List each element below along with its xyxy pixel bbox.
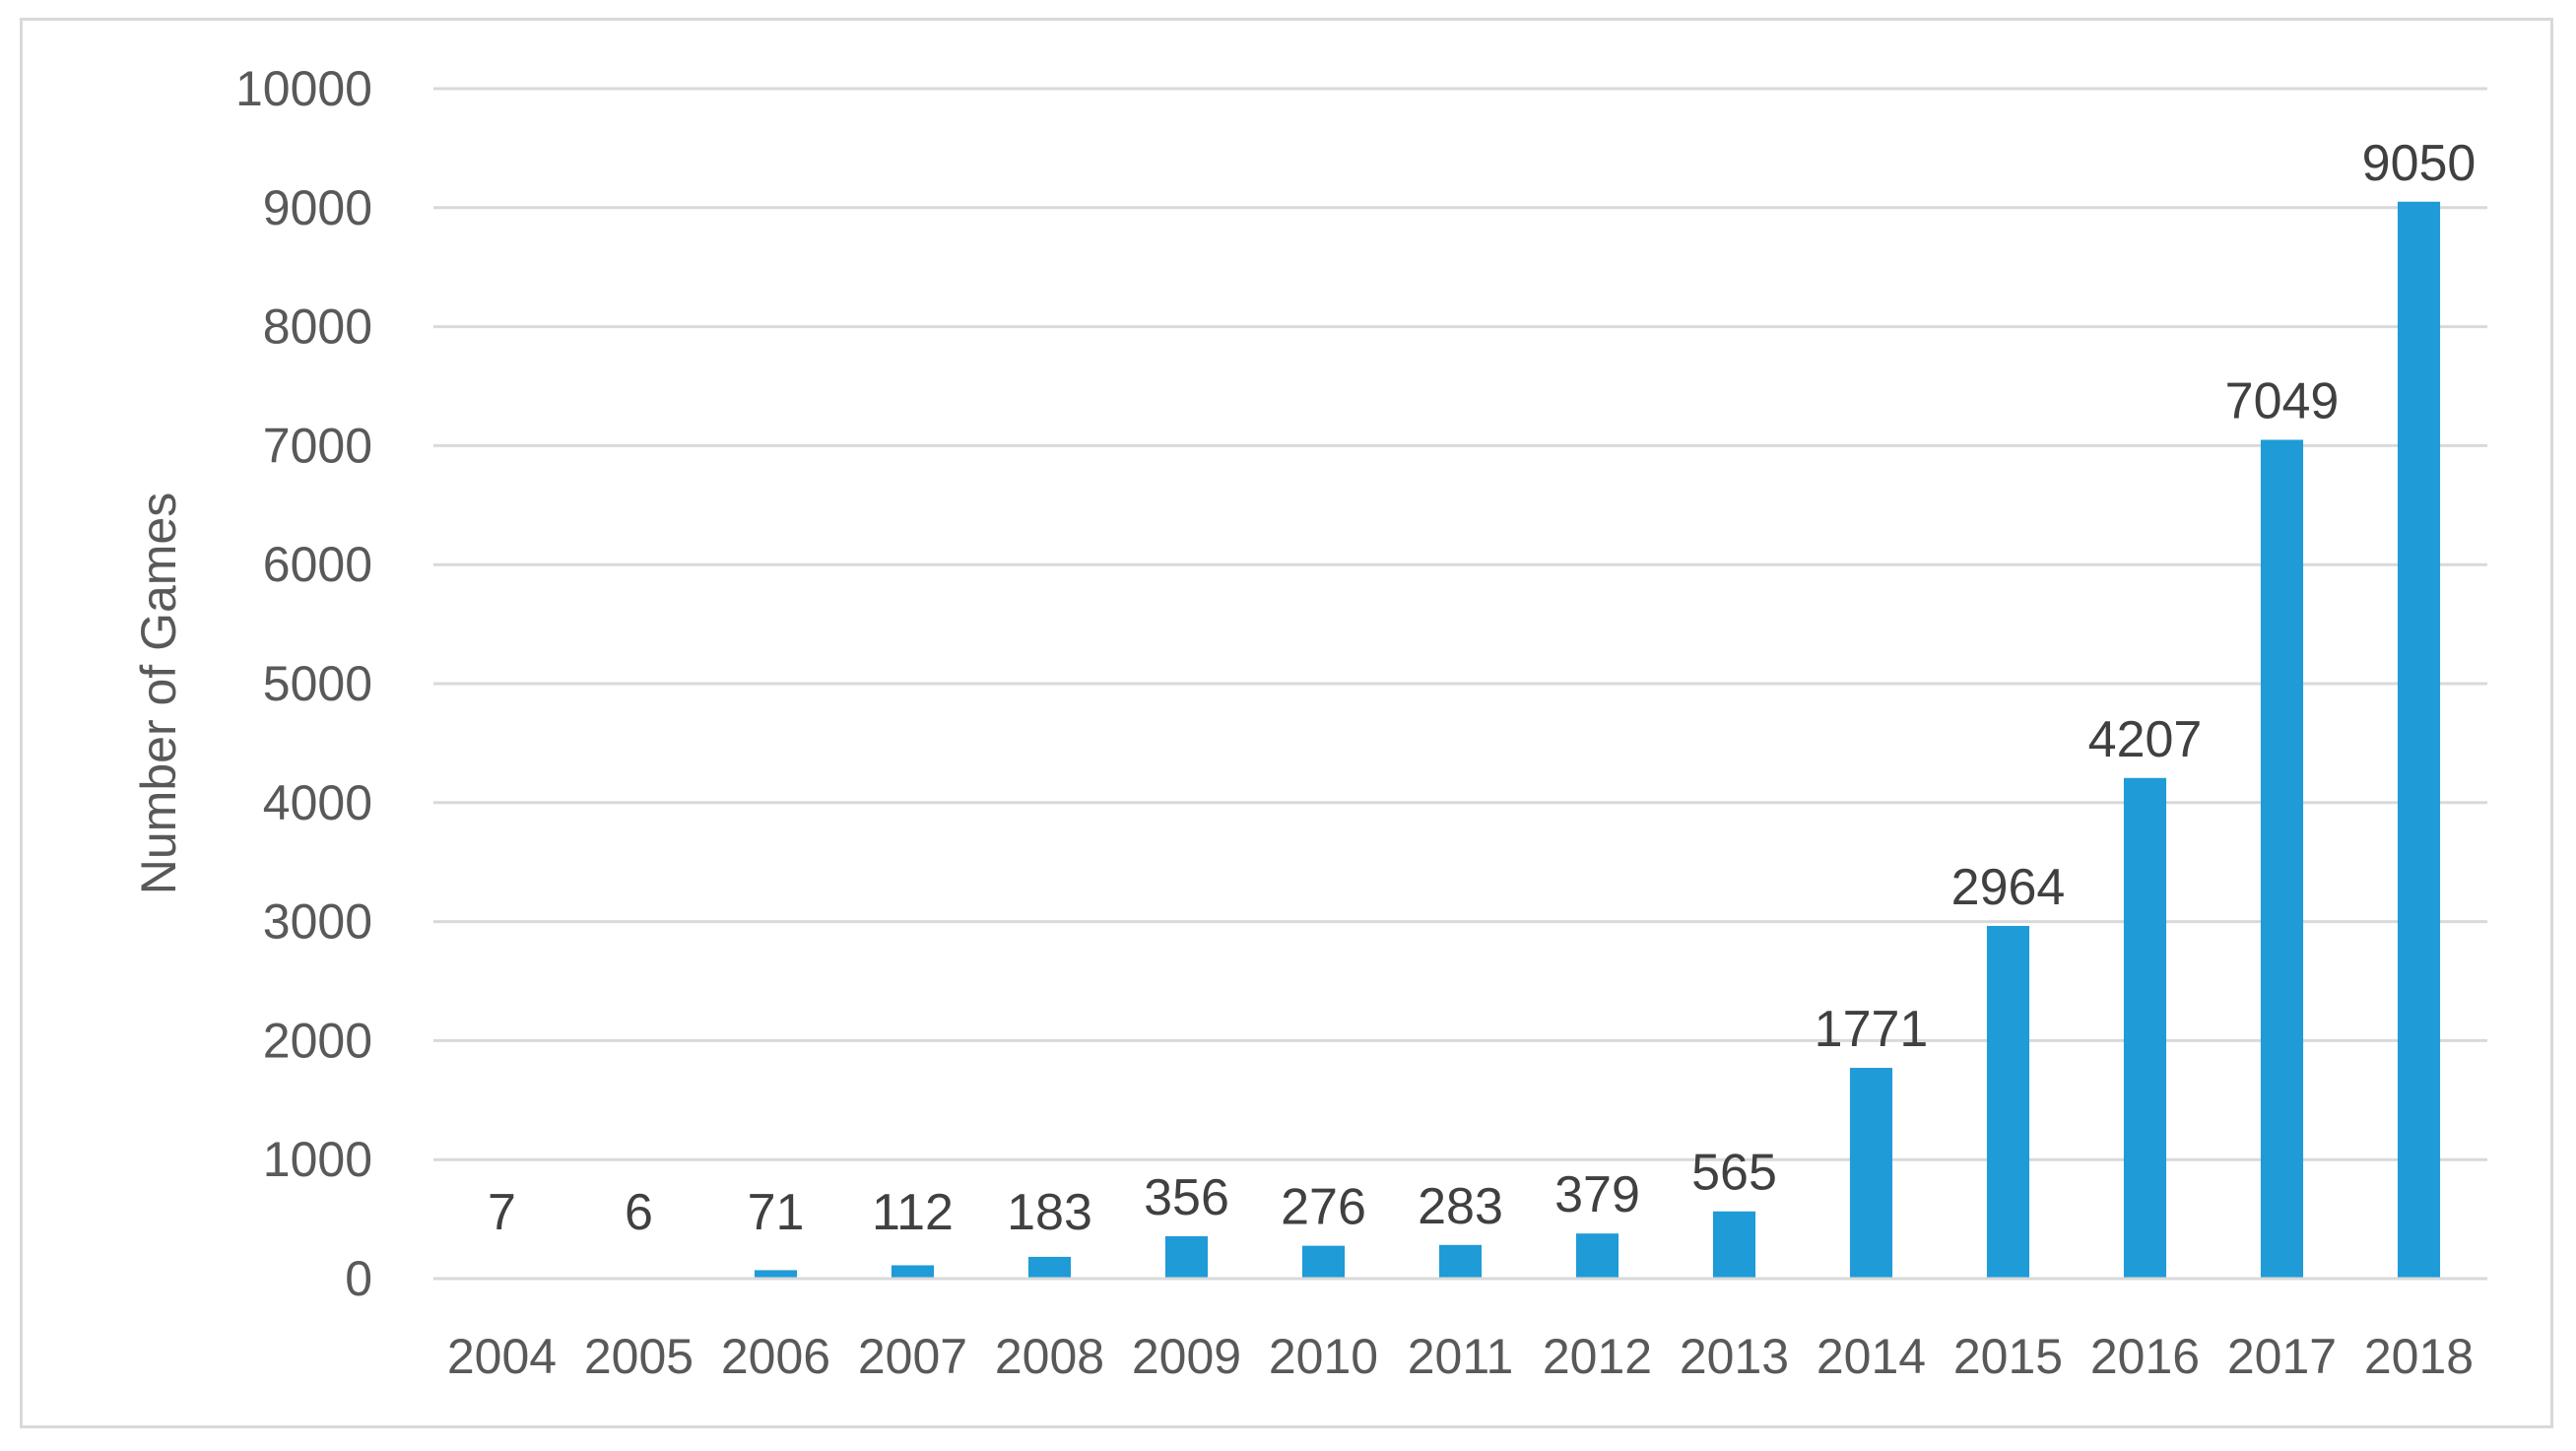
bar-2010	[1301, 1245, 1346, 1279]
data-label-2013: 565	[1691, 1145, 1777, 1202]
y-tick-label: 8000	[263, 299, 372, 355]
x-tick-label-2006: 2006	[721, 1329, 830, 1384]
bar-2018	[2397, 201, 2441, 1279]
bar-2014	[1849, 1068, 1893, 1279]
y-tick-label: 2000	[263, 1013, 372, 1068]
bar-2013	[1712, 1211, 1756, 1279]
data-label-2007: 112	[872, 1184, 954, 1241]
x-tick-label-2010: 2010	[1269, 1329, 1378, 1384]
x-tick-label-2016: 2016	[2090, 1329, 2200, 1384]
data-label-2011: 283	[1418, 1178, 1503, 1235]
x-tick-label-2018: 2018	[2364, 1329, 2474, 1384]
y-tick-label: 1000	[263, 1132, 372, 1187]
y-tick-label: 3000	[263, 894, 372, 950]
x-tick-label-2008: 2008	[995, 1329, 1104, 1384]
bar-2016	[2123, 777, 2167, 1279]
x-tick-label-2009: 2009	[1132, 1329, 1241, 1384]
bar-2011	[1438, 1244, 1483, 1279]
bar-2012	[1575, 1233, 1619, 1279]
data-label-2008: 183	[1007, 1184, 1092, 1241]
data-label-2017: 7049	[2225, 372, 2340, 429]
data-label-2018: 9050	[2362, 135, 2477, 192]
y-tick-label: 0	[345, 1251, 372, 1306]
data-label-2005: 6	[625, 1184, 653, 1241]
data-label-2009: 356	[1144, 1169, 1229, 1226]
bar-2017	[2260, 439, 2304, 1279]
bar-2006	[754, 1270, 798, 1279]
data-labels: 7 6 71 112 183 356 276 283 379 565 1771 2964 4207 704…	[488, 135, 2476, 1241]
y-axis-ticks: 0 1000 2000 3000 4000 5000 6000 7000 8000 9000 100…	[235, 61, 372, 1306]
bar-2009	[1164, 1235, 1209, 1279]
y-tick-label: 5000	[263, 656, 372, 711]
x-tick-label-2012: 2012	[1543, 1329, 1652, 1384]
x-tick-label-2017: 2017	[2227, 1329, 2337, 1384]
bar-2015	[1986, 925, 2030, 1279]
data-label-2004: 7	[488, 1184, 516, 1241]
x-tick-label-2005: 2005	[584, 1329, 694, 1384]
data-label-2010: 276	[1281, 1179, 1366, 1236]
bar-2008	[1027, 1256, 1072, 1279]
bars	[480, 201, 2441, 1279]
x-axis-ticks: 2004 2005 2006 2007 2008 2009 2010 2011 2012 2013…	[447, 1329, 2474, 1384]
data-label-2006: 71	[748, 1184, 805, 1241]
y-tick-label: 4000	[263, 775, 372, 830]
data-label-2016: 4207	[2088, 711, 2203, 768]
x-tick-label-2015: 2015	[1953, 1329, 2063, 1384]
x-tick-label-2011: 2011	[1408, 1329, 1514, 1384]
y-tick-label: 9000	[263, 180, 372, 235]
data-label-2014: 1771	[1815, 1001, 1929, 1058]
y-tick-label: 10000	[235, 61, 372, 116]
gridlines	[433, 87, 2487, 1161]
y-tick-label: 6000	[263, 537, 372, 592]
y-tick-label: 7000	[263, 418, 372, 473]
x-tick-label-2004: 2004	[447, 1329, 557, 1384]
y-axis-title: Number of Games	[131, 493, 186, 894]
data-label-2015: 2964	[1951, 859, 2066, 916]
x-tick-label-2014: 2014	[1816, 1329, 1926, 1384]
data-label-2012: 379	[1554, 1166, 1640, 1223]
x-tick-label-2007: 2007	[858, 1329, 967, 1384]
bar-2007	[891, 1265, 935, 1279]
x-tick-label-2013: 2013	[1680, 1329, 1789, 1384]
